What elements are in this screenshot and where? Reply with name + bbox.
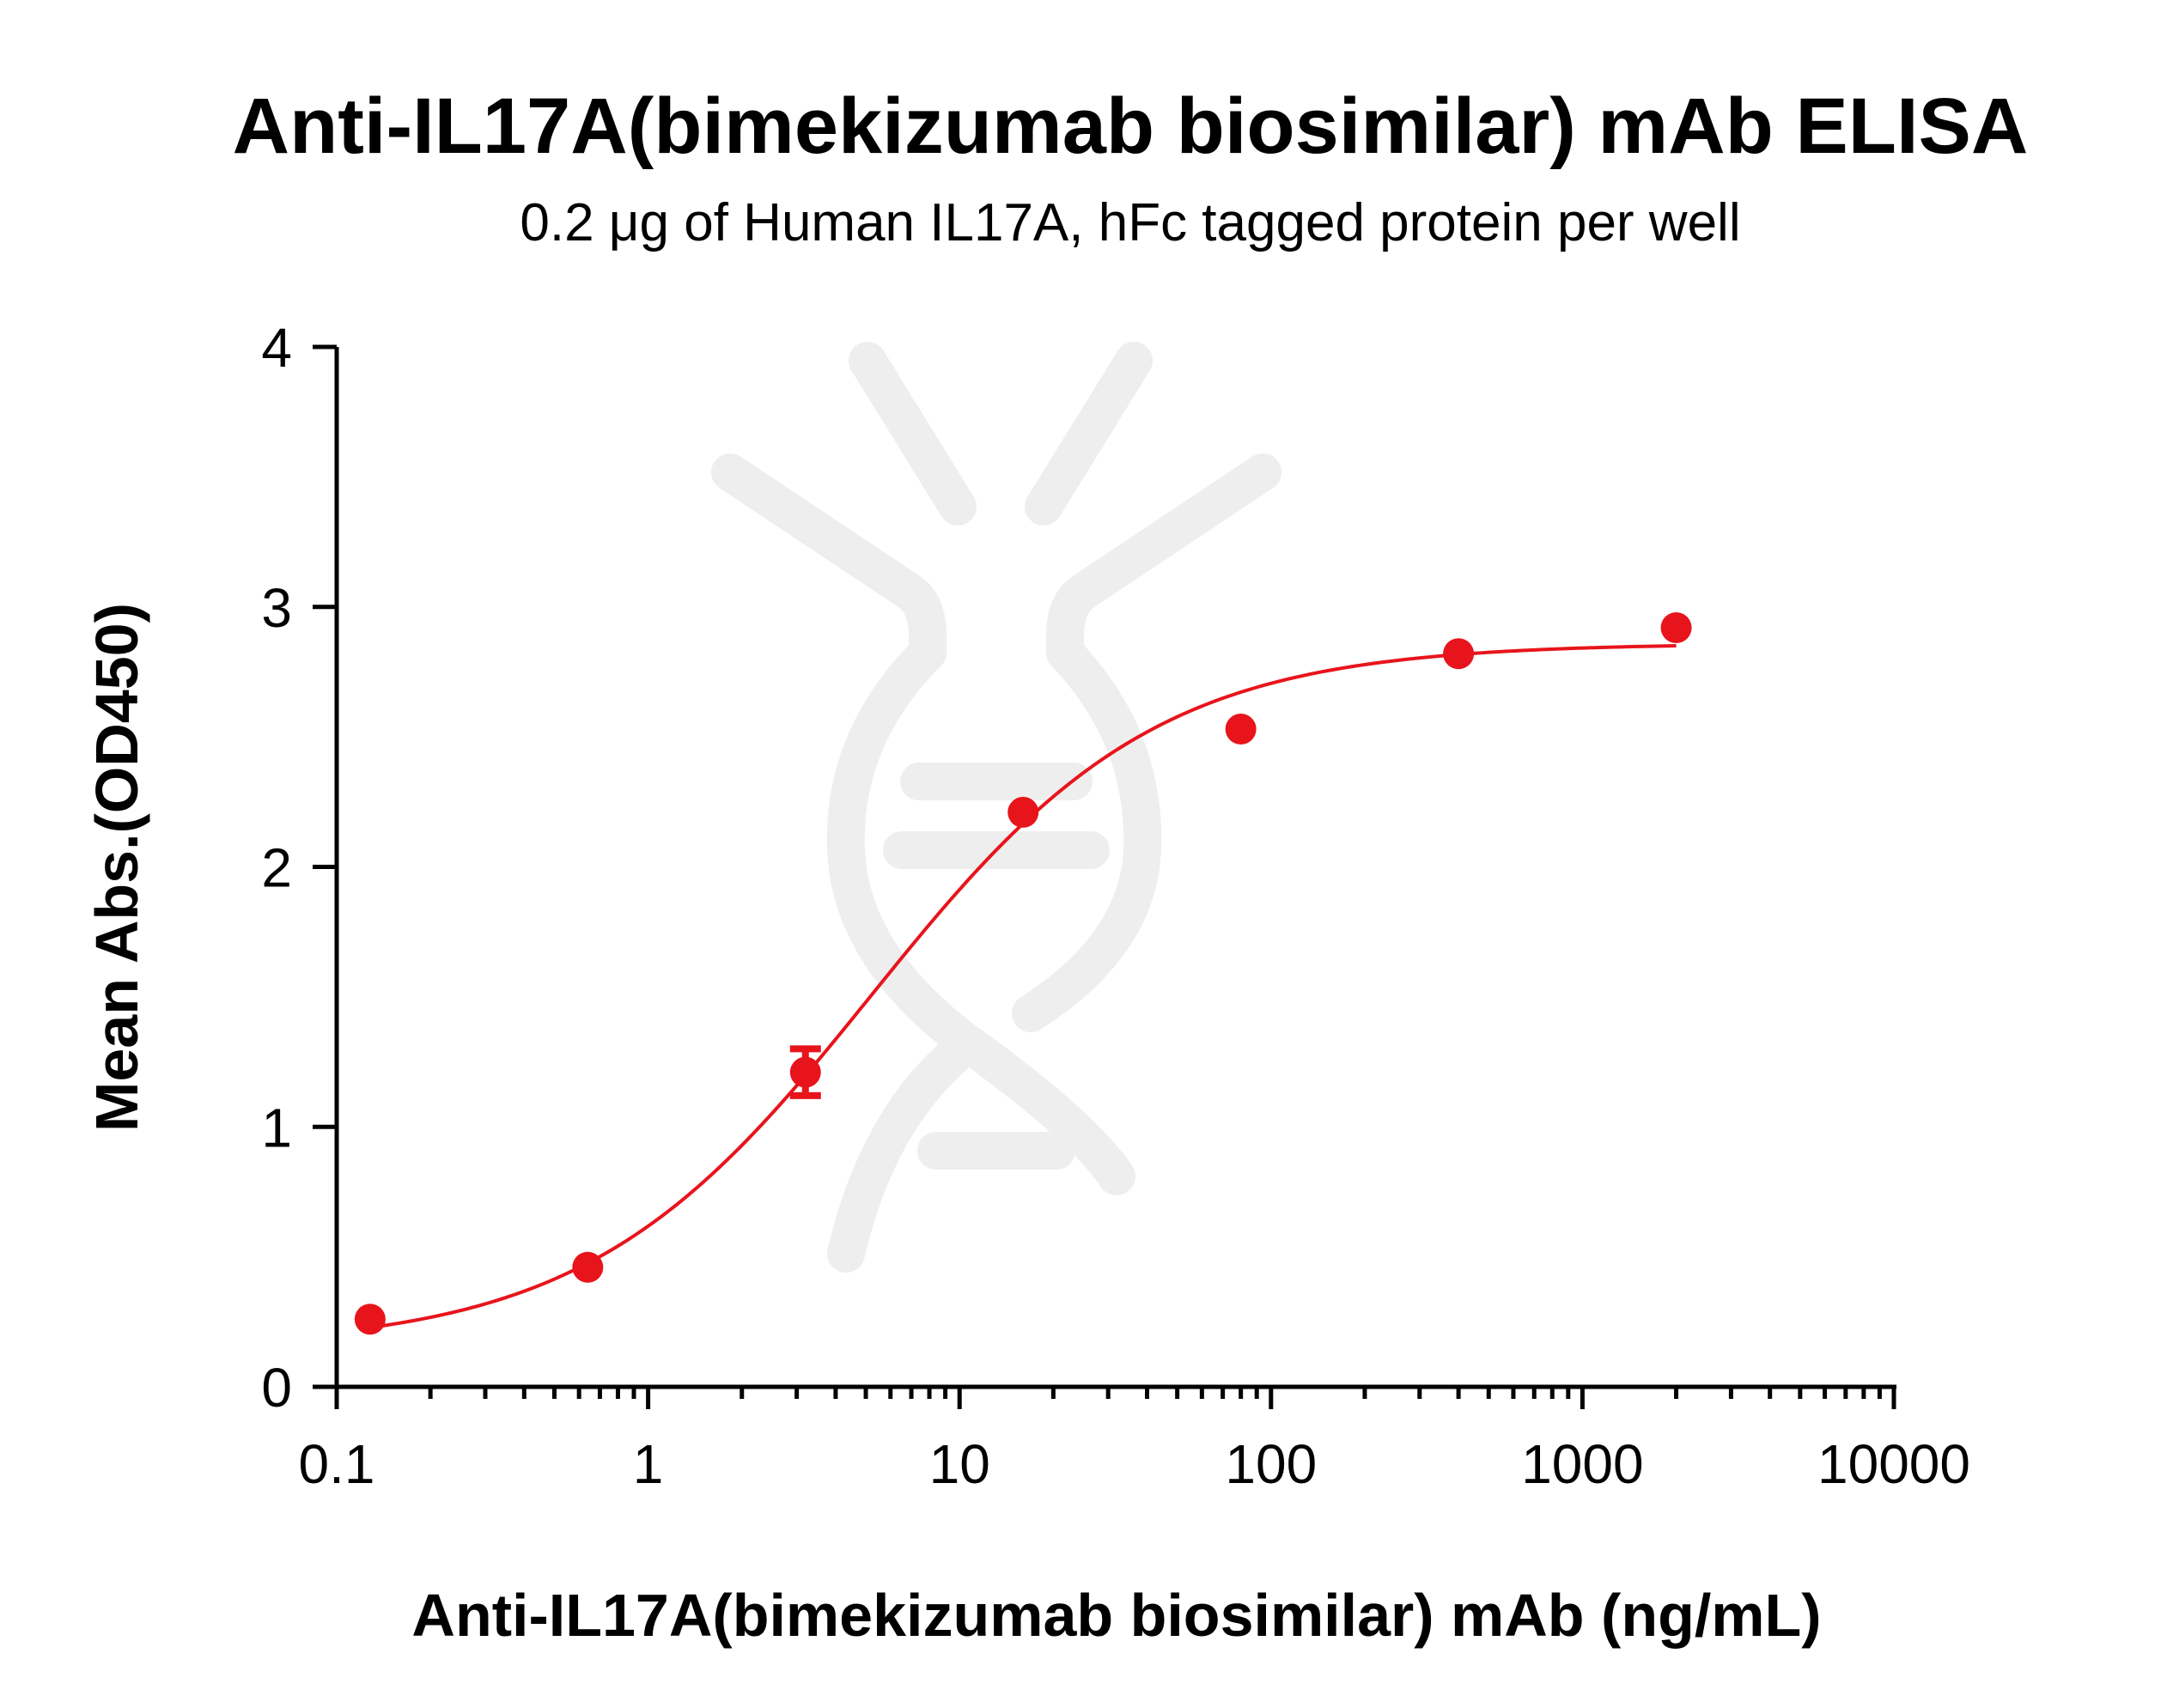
watermark-logo	[711, 342, 1281, 1273]
axes	[334, 347, 1896, 1389]
data-point	[572, 1251, 604, 1283]
y-tick-label: 3	[261, 577, 292, 639]
fit-curve	[369, 644, 1677, 1329]
data-point	[1007, 796, 1039, 828]
data-points	[354, 611, 1692, 1335]
y-axis-ticks: 0 1 2 3 4	[261, 317, 337, 1419]
x-tick-label: 1000	[1521, 1433, 1643, 1495]
y-tick-label: 1	[261, 1097, 292, 1158]
data-point	[1443, 638, 1475, 670]
y-tick-label: 2	[261, 837, 292, 899]
y-tick-label: 4	[261, 317, 292, 379]
x-tick-label: 10	[929, 1433, 990, 1495]
x-tick-label: 0.1	[299, 1433, 375, 1495]
x-tick-label: 100	[1225, 1433, 1317, 1495]
x-tick-label: 10000	[1817, 1433, 1970, 1495]
y-axis-label: Mean Abs.(OD450)	[83, 603, 150, 1132]
data-point	[354, 1304, 386, 1335]
y-tick-label: 0	[261, 1357, 292, 1419]
chart-subtitle: 0.2 μg of Human IL17A, hFc tagged protei…	[520, 193, 1740, 252]
chart-title: Anti-IL17A(bimekizumab biosimilar) mAb E…	[233, 82, 2029, 170]
data-point	[789, 1056, 821, 1088]
data-point	[1660, 611, 1692, 643]
x-axis-label: Anti-IL17A(bimekizumab biosimilar) mAb (…	[411, 1582, 1821, 1649]
data-point	[1225, 714, 1257, 745]
x-tick-label: 1	[633, 1433, 664, 1495]
x-axis-ticks: 0.1 1 10 100 1000 10000	[299, 1387, 1970, 1495]
